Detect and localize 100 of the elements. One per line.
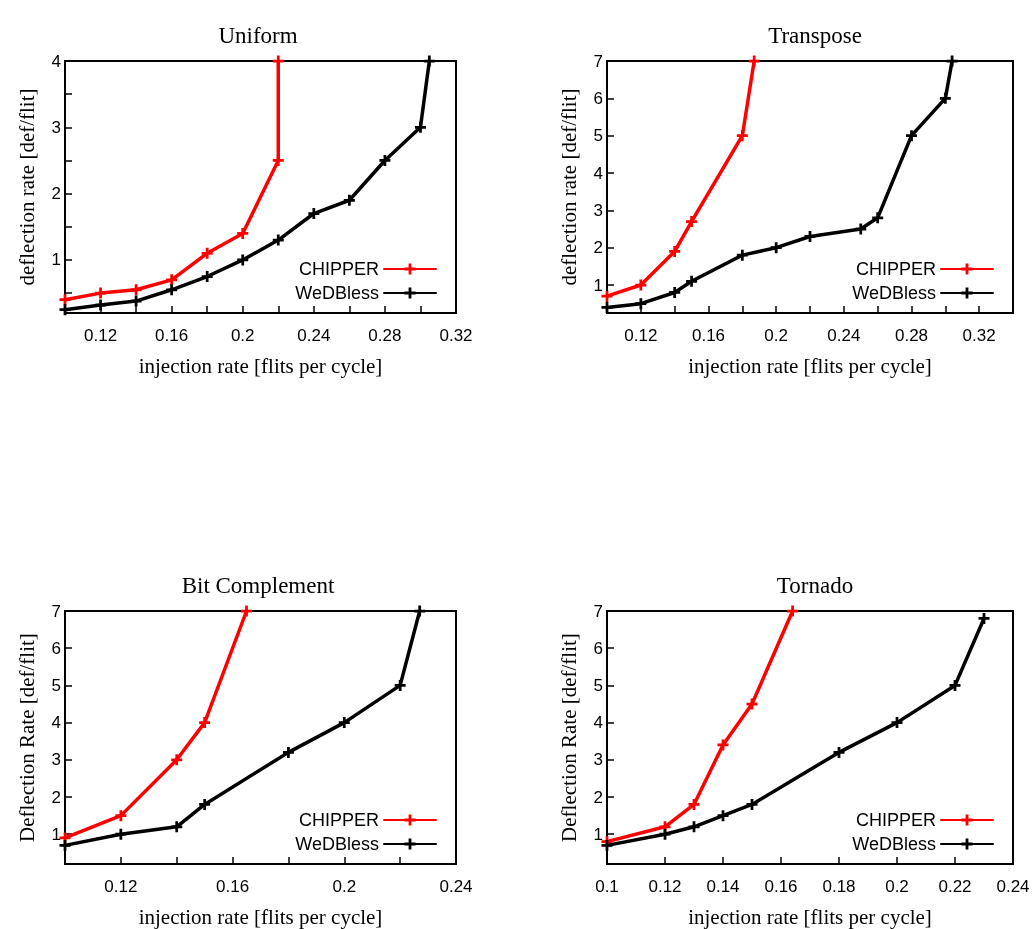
point	[166, 284, 178, 296]
chart-title: Transpose	[768, 23, 862, 48]
y-tick-label: 6	[593, 88, 603, 108]
y-tick-label: 4	[51, 51, 61, 71]
y-tick-label: 5	[51, 675, 61, 695]
point	[906, 130, 917, 142]
point	[272, 154, 284, 166]
x-tick-label: 0.18	[822, 877, 856, 896]
chart-title: Bit Complement	[181, 573, 335, 598]
point	[804, 230, 816, 242]
point	[736, 249, 748, 261]
point	[414, 605, 426, 617]
point	[872, 212, 884, 224]
x-tick-label: 0.32	[439, 326, 473, 345]
y-tick-label: 5	[593, 126, 603, 146]
y-tick-label: 6	[593, 638, 603, 658]
point	[343, 194, 355, 206]
x-tick-label: 0.16	[691, 326, 726, 345]
legend-label: CHIPPER	[298, 259, 379, 279]
point	[659, 828, 671, 840]
y-tick-label: 2	[593, 238, 603, 258]
point	[423, 55, 435, 67]
point	[686, 275, 698, 287]
x-tick-label: 0.16	[216, 877, 250, 896]
x-axis-title: injection rate [flits per cycle]	[688, 904, 932, 929]
point	[717, 810, 729, 822]
x-tick-label: 0.24	[996, 877, 1030, 896]
legend-label: CHIPPER	[855, 259, 936, 279]
point	[978, 612, 990, 624]
y-tick-label: 6	[51, 638, 61, 658]
point	[601, 301, 613, 313]
legend-label: WeDBless	[295, 834, 379, 854]
point	[601, 290, 613, 302]
x-axis-title: injection rate [flits per cycle]	[688, 353, 932, 378]
y-tick-label: 4	[593, 713, 603, 733]
x-tick-label: 0.28	[894, 326, 929, 345]
x-tick-label: 0.2	[764, 326, 788, 345]
point	[379, 154, 391, 166]
point	[272, 234, 284, 246]
point	[736, 130, 748, 142]
y-tick-label: 3	[593, 750, 603, 770]
y-tick-label: 3	[51, 117, 61, 137]
point	[770, 242, 782, 254]
point	[669, 286, 681, 298]
y-tick-label: 3	[51, 750, 61, 770]
point	[394, 679, 406, 691]
legend-label: WeDBless	[852, 834, 936, 854]
point	[171, 754, 183, 766]
x-tick-label: 0.1	[595, 877, 619, 896]
x-tick-label: 0.16	[764, 877, 798, 896]
point	[338, 717, 350, 729]
point	[891, 717, 903, 729]
x-tick-label: 0.2	[332, 877, 357, 896]
point	[833, 746, 845, 758]
point	[635, 298, 647, 310]
point	[130, 284, 142, 296]
point	[95, 287, 107, 299]
x-tick-label: 0.24	[439, 877, 473, 896]
y-axis-title: Deflection Rate [def/flit]	[14, 633, 39, 842]
x-tick-label: 0.12	[624, 326, 658, 345]
point	[746, 798, 758, 810]
point	[237, 227, 249, 239]
point	[241, 605, 253, 617]
point	[748, 55, 760, 67]
y-tick-label: 4	[593, 163, 603, 183]
y-axis-title: Deflection Rate [def/flit]	[556, 633, 581, 842]
x-tick-label: 0.24	[297, 326, 331, 345]
y-tick-label: 3	[593, 200, 603, 220]
point	[199, 798, 211, 810]
chart-title: Uniform	[218, 23, 298, 48]
x-tick-label: 0.2	[230, 326, 255, 345]
x-tick-label: 0.12	[104, 877, 138, 896]
point	[669, 245, 681, 257]
y-tick-label: 1	[593, 824, 603, 844]
point	[166, 274, 178, 286]
legend-label: CHIPPER	[298, 810, 379, 830]
y-tick-label: 5	[593, 675, 603, 695]
point	[272, 55, 284, 67]
y-tick-label: 4	[51, 713, 61, 733]
point	[787, 605, 799, 617]
chart-title: Tornado	[776, 573, 854, 598]
legend-label: WeDBless	[852, 283, 936, 303]
point	[855, 223, 867, 235]
y-tick-label: 7	[593, 601, 603, 621]
y-tick-label: 2	[51, 184, 61, 204]
y-tick-label: 1	[593, 275, 603, 295]
y-tick-label: 7	[51, 601, 61, 621]
point	[414, 121, 426, 133]
y-tick-label: 2	[593, 787, 603, 807]
point	[635, 279, 647, 291]
point	[201, 271, 213, 283]
x-tick-label: 0.16	[155, 326, 189, 345]
legend-label: WeDBless	[295, 283, 379, 303]
y-tick-label: 1	[51, 824, 61, 844]
y-tick-label: 7	[593, 51, 603, 71]
y-tick-label: 1	[51, 250, 61, 270]
x-tick-label: 0.12	[648, 877, 682, 896]
point	[949, 679, 961, 691]
point	[688, 821, 700, 833]
point	[171, 821, 183, 833]
